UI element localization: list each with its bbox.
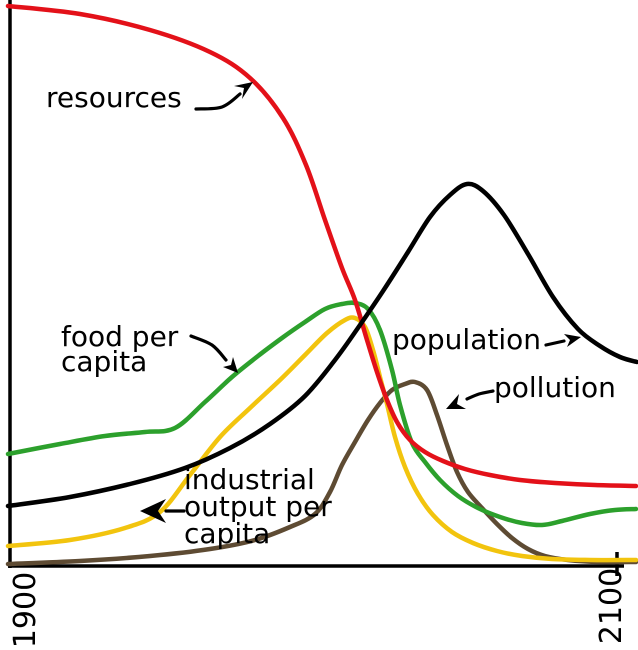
resources-arrow-head xyxy=(234,82,253,99)
population-arrow xyxy=(544,334,581,347)
pollution-arrow-head xyxy=(446,394,466,409)
food-per-capita-arrow-head xyxy=(223,357,238,373)
population-curve xyxy=(5,181,638,509)
food-per-capita-curve xyxy=(5,300,638,528)
food-per-capita-arrow-shaft xyxy=(189,334,228,362)
pollution-label: pollution xyxy=(494,371,616,404)
x-axis-tick-label-1900: 1900 xyxy=(8,571,43,649)
population-label: population xyxy=(392,323,541,356)
food-per-capita-arrow xyxy=(189,334,238,373)
population-arrow-shaft xyxy=(544,339,566,347)
pollution-curve xyxy=(5,379,638,567)
food-label-line2: capita xyxy=(61,345,148,378)
resources-curve xyxy=(5,3,638,489)
resources-arrow-shaft xyxy=(194,92,242,111)
resources-label: resources xyxy=(46,81,182,114)
food-per-capita-label: food per capita xyxy=(61,320,179,378)
industrial-output-arrow-head xyxy=(140,499,166,523)
resources-arrow xyxy=(194,82,253,111)
industrial-label-line1: industrial xyxy=(184,463,315,496)
industrial-output-label: industrial output per capita xyxy=(184,463,332,550)
industrial-label-line3: capita xyxy=(184,517,271,550)
pollution-arrow-shaft xyxy=(465,389,495,401)
pollution-arrow xyxy=(446,389,495,409)
population-arrow-head xyxy=(564,334,581,347)
x-axis-tick-label-2100: 2100 xyxy=(594,567,629,645)
industrial-label-line2: output per xyxy=(184,490,332,523)
food-label-line1: food per xyxy=(61,320,179,353)
industrial-output-arrow xyxy=(140,499,186,523)
